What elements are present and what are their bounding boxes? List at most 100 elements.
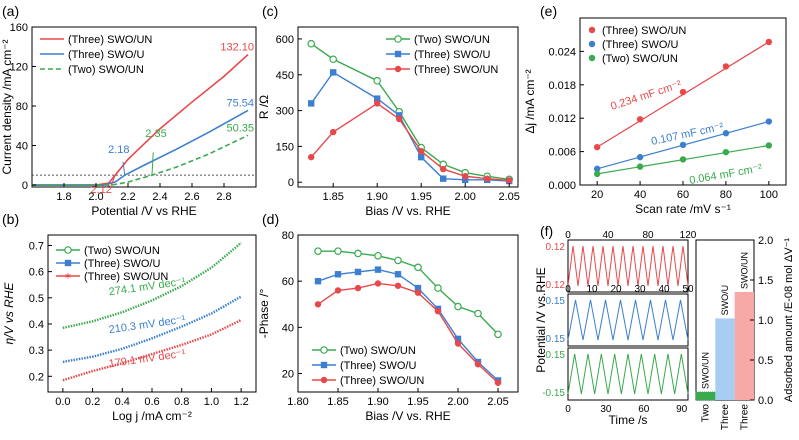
x-tick-label: 1.90 [366, 191, 387, 203]
x-tick-label: 0 [565, 284, 571, 295]
data-point [434, 307, 442, 315]
value-annotation: 50.35 [226, 122, 254, 134]
data-point [314, 277, 322, 285]
y-tick-label: 0.3 [29, 345, 44, 357]
legend-item: (Two) SWO/UN [56, 245, 160, 257]
legend-item: (Two) SWO/UN [312, 345, 416, 357]
data-point [308, 100, 315, 107]
value-annotation: 132.10 [220, 42, 254, 54]
legend-label: (Two) SWO/UN [68, 64, 144, 76]
onset-annotation: 2.35 [145, 128, 166, 140]
data-point [394, 282, 402, 289]
y-tick-label: 160 [10, 22, 28, 34]
data-point [593, 170, 601, 178]
data-point [414, 284, 422, 292]
category-label: Two [701, 404, 712, 423]
bar [734, 292, 754, 400]
data-point [462, 173, 469, 180]
legend-label: (Three) SWO/UN [414, 64, 498, 76]
legend-item: (Two) SWO/UN [588, 53, 678, 65]
y-axis-label: -Phase /° [257, 289, 271, 339]
y-tick-label: 2.0 [758, 235, 773, 247]
y-tick-label: 450 [276, 70, 294, 82]
data-point [334, 247, 342, 255]
x-tick-label: 0.8 [174, 396, 189, 408]
legend-swatch [588, 54, 596, 62]
panel-label: (c) [262, 3, 278, 19]
data-point [334, 287, 342, 294]
data-point [314, 301, 322, 308]
y-tick-label: 20 [282, 369, 294, 381]
y-tick-label: 0.12 [546, 242, 566, 253]
y-tick-label: 150 [276, 141, 294, 153]
data-point [418, 147, 425, 155]
data-point [373, 76, 382, 85]
x-tick-label: 80 [642, 230, 654, 241]
x-tick-label: 40 [658, 284, 670, 295]
legend-label: (Three) SWO/UN [602, 25, 686, 37]
onset-pointer [122, 161, 126, 176]
x-tick-label: 2.05 [498, 191, 519, 203]
data-point [334, 271, 342, 278]
legend-label: (Two) SWO/UN [84, 245, 160, 257]
data-point [636, 163, 644, 170]
panel-d: 20 40 60 80 1.80 1.85 1.90 1.95 2.00 2.05 Bias /V … [257, 230, 519, 423]
x-tick-label: 2.00 [454, 191, 475, 203]
panel-label: (b) [2, 211, 19, 227]
data-point [474, 361, 482, 368]
x-tick-label: 1.95 [407, 396, 428, 408]
x-tick-label: 30 [600, 404, 612, 415]
data-point [374, 266, 382, 273]
data-point [307, 39, 316, 48]
x-tick-label: 1.90 [367, 396, 388, 408]
y-axis-label: Current density /mA cm⁻² [0, 39, 14, 174]
bar-label: SWO/U [720, 285, 730, 316]
x-tick-label: 30 [634, 284, 646, 295]
x-tick-label: 1.95 [410, 191, 431, 203]
panel-f-bar: SWO/UN Two SWO/U Three SWO/UN Three 0.0 0.5 1.0 1… [695, 235, 795, 431]
category-label: Three [720, 404, 731, 431]
legend-label: (Two) SWO/UN [602, 53, 678, 65]
x-tick-label: 0.4 [115, 396, 130, 408]
y-tick-label: 0.15 [546, 350, 566, 361]
data-point [330, 128, 337, 136]
x-tick-label: 20 [591, 189, 603, 201]
panel-e: 0.234 mF cm⁻²0.107 mF cm⁻²0.064 mF cm⁻²0… [523, 17, 787, 216]
data-point [494, 379, 502, 386]
y-axis-label: η/V vs RHE [2, 282, 16, 345]
x-axis-label: Scan rate /mV s⁻¹ [635, 202, 731, 216]
x-tick-label: 2.4 [152, 191, 167, 203]
data-point [329, 55, 338, 64]
data-point [314, 247, 322, 255]
x-tick-label: 1.0 [204, 396, 219, 408]
data-point [354, 268, 362, 276]
legend-label: (Two) SWO/UN [414, 34, 490, 46]
data-point [64, 246, 72, 254]
y-tick-label: 120 [10, 62, 28, 74]
wave-subplot: 0.12-0.120 40 80 120 [542, 230, 697, 293]
data-point [320, 361, 328, 369]
y-axis-label: Δj /mA cm⁻² [523, 69, 537, 133]
x-tick-label: 2.6 [184, 191, 199, 203]
data-point [679, 88, 687, 96]
data-point [394, 271, 402, 278]
triangle-wave [567, 245, 689, 287]
data-point [636, 116, 644, 123]
triangle-wave [567, 299, 689, 341]
category-label: Three [739, 404, 750, 431]
y-tick-label: 0.15 [546, 296, 566, 307]
onset-pointer [151, 152, 154, 176]
plot-frame [297, 234, 519, 393]
x-axis-label: Time /s [609, 413, 648, 427]
y-tick-label: 600 [276, 34, 294, 46]
data-point [679, 141, 687, 149]
y-tick-label: 80 [16, 101, 28, 113]
plot-frame [297, 26, 519, 188]
data-point [354, 249, 362, 258]
x-tick-label: 10 [586, 284, 598, 295]
legend-item: (Three) SWO/U [56, 258, 160, 270]
y-tick-label: 0.012 [548, 113, 576, 125]
data-point [396, 112, 403, 119]
